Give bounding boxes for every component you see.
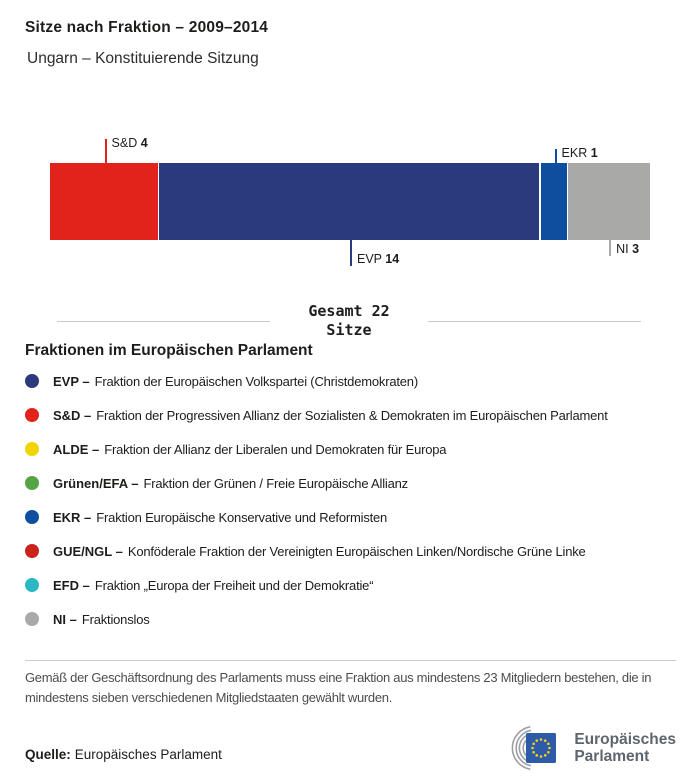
legend-dot-icon [25,476,39,490]
legend-row: S&D – Fraktion der Progressiven Allianz d… [25,398,685,432]
legend-desc: Fraktionslos [81,611,150,627]
legend-dot-icon [25,374,39,388]
total-seats-label: Gesamt 22 Sitze [308,302,389,340]
callout-line-NI [609,240,612,256]
legend-desc: Fraktion Europäische Konservative und Re… [96,509,388,525]
legend-abbr: NI – [53,611,77,627]
eu-flag [526,733,557,763]
page-title: Sitze nach Fraktion – 2009–2014 [25,19,269,36]
legend-dot-icon [25,578,39,592]
legend-desc: Fraktion der Progressiven Allianz der So… [96,407,608,423]
logo-line1: Europäisches [574,731,676,748]
page-subtitle: Ungarn – Konstituierende Sitzung [27,50,259,67]
total-unit: Sitze [326,321,372,339]
callout-line-EKR [554,149,557,163]
bar-segment-NI [568,163,650,240]
legend-dot-icon [25,442,39,456]
logo-line2: Parlament [574,748,650,765]
legend-desc: Fraktion der Europäischen Volkspartei (C… [94,373,419,389]
legend-dot-icon [25,612,39,626]
legend-dot-icon [25,510,39,524]
total-count: Gesamt 22 [308,302,390,320]
source-text: Europäisches Parlament [74,747,222,762]
callout-label-EVP: EVP 14 [357,252,400,266]
stacked-bar [50,163,650,240]
ep-logo-text: Europäisches Parlament [574,731,676,765]
eu-flag-stars [531,738,552,758]
legend-heading: Fraktionen im Europäischen Parlament [25,342,313,359]
legend-dot-icon [25,408,39,422]
legend-desc: Konföderale Fraktion der Vereinigten Eur… [127,543,586,559]
legend-row: Grünen/EFA – Fraktion der Grünen / Freie … [25,466,685,500]
legend-abbr: EFD – [53,577,90,593]
legend-row: EKR – Fraktion Europäische Konservative u… [25,500,685,534]
source: Quelle: Europäisches Parlament [25,747,222,762]
legend-abbr: ALDE – [53,441,100,457]
legend-desc: Fraktion „Europa der Freiheit und der De… [94,577,374,593]
callout-line-EVP [350,240,352,266]
legend-desc: Fraktion der Grünen / Freie Europäische … [143,475,408,491]
bar-segment-S&D [50,163,158,240]
callout-label-NI: NI 3 [616,242,640,256]
total-divider-left [57,320,271,322]
ep-logo: Europäisches Parlament [494,724,676,772]
callout-line-S&D [104,139,107,163]
legend-abbr: S&D – [53,407,92,423]
callout-label-S&D: S&D 4 [111,136,148,150]
total-divider-right [427,320,641,322]
callout-label-EKR: EKR 1 [561,146,598,160]
legend-abbr: Grünen/EFA – [53,475,139,491]
legend: EVP – Fraktion der Europäischen Volkspart… [25,364,685,636]
legend-row: ALDE – Fraktion der Allianz der Liberalen… [25,432,685,466]
legend-desc: Fraktion der Allianz der Liberalen und D… [104,441,447,457]
legend-dot-icon [25,544,39,558]
legend-row: EFD – Fraktion „Europa der Freiheit und d… [25,568,685,602]
legend-row: EVP – Fraktion der Europäischen Volkspart… [25,364,685,398]
legend-abbr: GUE/NGL – [53,543,123,559]
bar-segment-EKR [540,163,567,240]
legend-abbr: EKR – [53,509,92,525]
seats-bar-chart: S&D 4 EVP 14 EKR 1 NI 3 [0,0,700,290]
source-label: Quelle: [25,747,71,762]
legend-row: GUE/NGL – Konföderale Fraktion der Verein… [25,534,685,568]
bar-segment-EVP [159,163,540,240]
footnote: Gemäß der Geschäftsordnung des Parlament… [25,670,652,705]
ep-hemicycle-flag-icon [511,726,557,770]
legend-abbr: EVP – [53,373,90,389]
footnote-divider [25,660,676,661]
total-seats: Gesamt 22 Sitze [57,301,641,341]
legend-row: NI – Fraktionslos [25,602,685,636]
